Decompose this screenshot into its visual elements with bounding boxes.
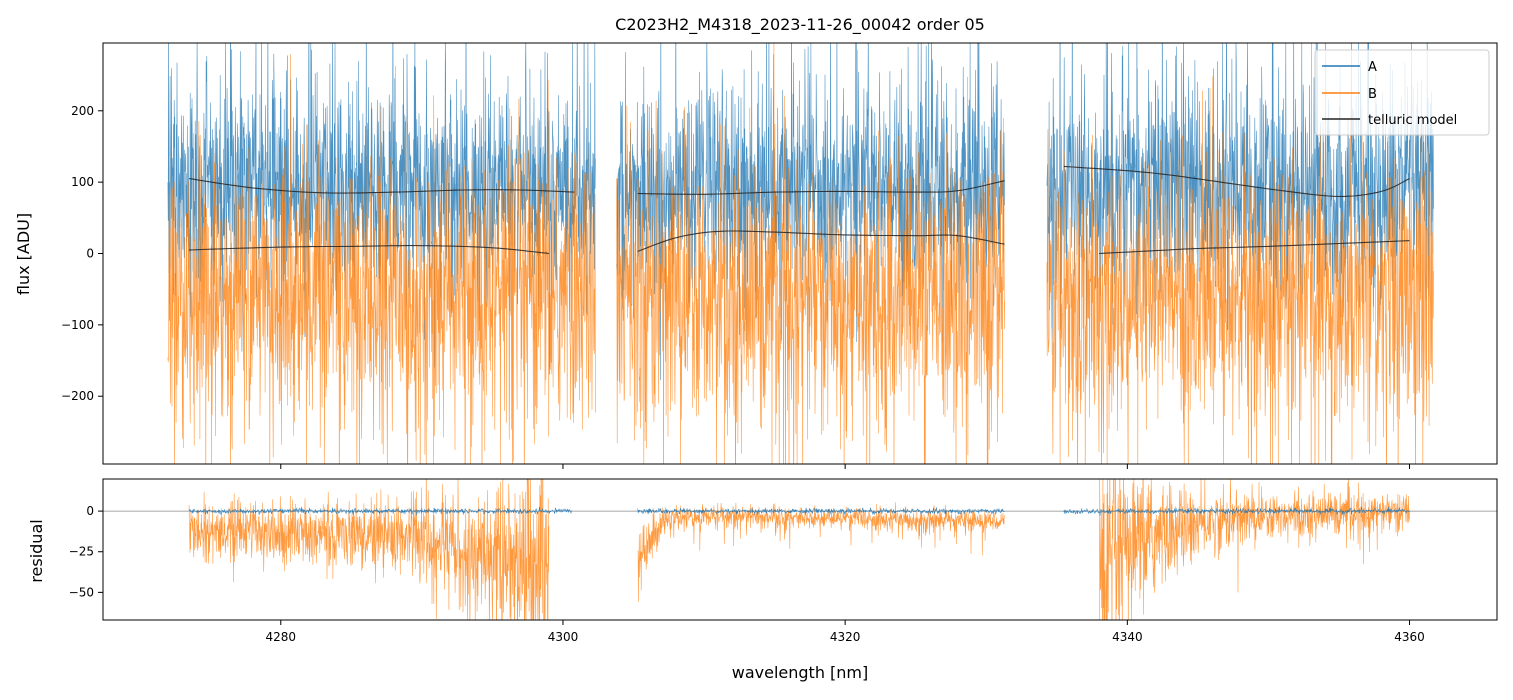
residual-ytick-label: 0 bbox=[86, 504, 94, 518]
chart-title: C2023H2_M4318_2023-11-26_00042 order 05 bbox=[615, 15, 985, 35]
flux-series-b bbox=[167, 54, 596, 464]
flux-plot-area bbox=[167, 43, 1434, 464]
xtick-label: 4320 bbox=[830, 630, 861, 644]
flux-series-b bbox=[616, 43, 1005, 464]
xtick-label: 4300 bbox=[548, 630, 579, 644]
legend-label-a: A bbox=[1368, 60, 1377, 75]
xtick-label: 4280 bbox=[266, 630, 297, 644]
legend-label-b: B bbox=[1368, 87, 1377, 102]
xtick-label: 4360 bbox=[1394, 630, 1425, 644]
flux-ytick-label: −100 bbox=[61, 318, 94, 332]
telluric-model-line bbox=[637, 180, 1005, 195]
flux-series-a bbox=[616, 43, 1005, 381]
residual-axes-frame bbox=[102, 478, 1498, 621]
residual-series-a bbox=[1063, 506, 1410, 516]
flux-ylabel: flux [ADU] bbox=[14, 213, 33, 295]
telluric-model-line bbox=[1063, 165, 1410, 197]
flux-series-b bbox=[1046, 43, 1434, 464]
telluric-model-line bbox=[189, 178, 575, 194]
residual-series-a bbox=[188, 506, 572, 516]
telluric-model-line bbox=[189, 245, 549, 255]
residual-series-b bbox=[637, 502, 1005, 602]
flux-ytick-label: −200 bbox=[61, 389, 94, 403]
legend: A B telluric model bbox=[1314, 49, 1490, 136]
residual-series-b bbox=[188, 479, 550, 620]
flux-ytick-label: 0 bbox=[86, 247, 94, 261]
residual-ylabel: residual bbox=[27, 519, 46, 582]
legend-label-model: telluric model bbox=[1368, 113, 1457, 128]
residual-ytick-label: −50 bbox=[69, 585, 94, 599]
xtick-label: 4340 bbox=[1112, 630, 1143, 644]
residual-plot-area bbox=[103, 479, 1497, 620]
flux-ytick-label: 100 bbox=[71, 175, 94, 189]
xlabel: wavelength [nm] bbox=[732, 663, 869, 682]
telluric-model-line bbox=[637, 230, 1005, 252]
telluric-model-line bbox=[1099, 240, 1410, 255]
flux-series-a bbox=[167, 43, 596, 375]
residual-series-b bbox=[1099, 479, 1410, 620]
residual-series-a bbox=[637, 507, 1005, 515]
flux-ytick-label: 200 bbox=[71, 104, 94, 118]
residual-ytick-label: −25 bbox=[69, 545, 94, 559]
